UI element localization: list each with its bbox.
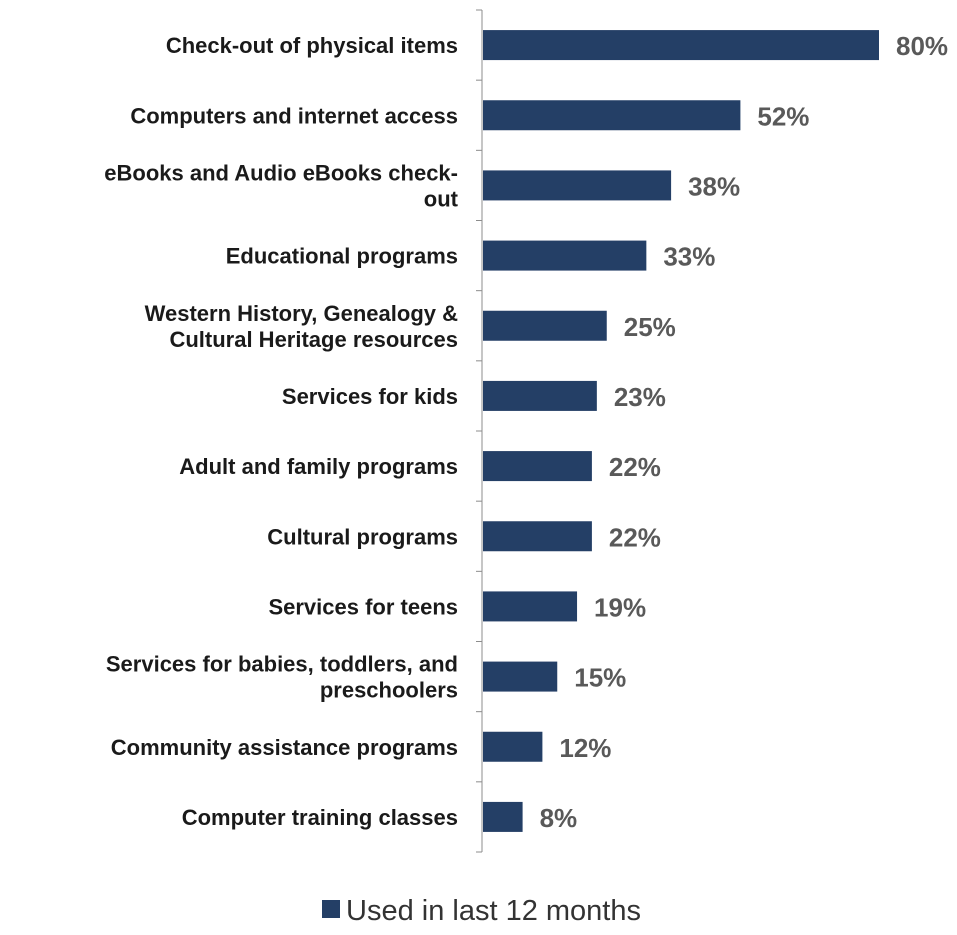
category-label-line: Services for babies, toddlers, and [106,652,458,677]
category-label-line: out [424,186,459,211]
category-label-line: Computer training classes [182,805,458,830]
data-label: 8% [540,803,578,833]
category-label: Adult and family programs [179,454,458,479]
category-label: Western History, Genealogy & Cultural Her… [145,301,458,352]
bar [483,731,543,762]
category-axis [476,9,483,853]
category-label: Computers and internet access [130,103,458,128]
data-label: 80% [896,31,948,61]
category-label: Check-out of physical items [166,33,458,58]
bar [483,100,741,131]
bar [483,661,558,692]
data-label: 15% [574,663,626,693]
data-label: 19% [594,592,646,622]
bar [483,310,607,341]
category-label-line: Adult and family programs [179,454,458,479]
category-label-line: Cultural programs [267,524,458,549]
bar [483,591,578,622]
bar [483,240,647,271]
category-label-line: Check-out of physical items [166,33,458,58]
data-label: 38% [688,171,740,201]
legend-swatch [322,900,340,918]
value-labels: 80% 52% 38% 33% 25% 23% 22% 22% 19% 15% 12% 8% [540,31,948,833]
category-label-line: Services for kids [282,384,458,409]
category-label: Educational programs [226,244,458,269]
category-label-line: Services for teens [268,594,458,619]
bar [483,521,592,552]
category-label: Cultural programs [267,524,458,549]
category-label-line: Western History, Genealogy & [145,301,458,326]
data-label: 12% [559,733,611,763]
category-label: Community assistance programs [111,735,458,760]
data-label: 22% [609,452,661,482]
category-label: eBooks and Audio eBooks check-out [104,160,458,211]
category-label-line: eBooks and Audio eBooks check- [104,160,458,185]
data-label: 23% [614,382,666,412]
bar [483,30,879,61]
category-label-line: Cultural Heritage resources [169,327,458,352]
category-labels: Check-out of physical items Computers and… [104,33,458,830]
bar [483,451,592,482]
data-label: 52% [757,101,809,131]
bar [483,170,672,201]
bars [483,30,879,832]
category-label: Services for kids [282,384,458,409]
legend: Used in last 12 months [322,895,641,927]
bar [483,380,597,411]
data-label: 22% [609,522,661,552]
category-label: Services for teens [268,594,458,619]
data-label: 33% [663,242,715,272]
bar [483,801,523,832]
category-label: Services for babies, toddlers, and presch… [106,652,458,703]
category-label-line: Educational programs [226,244,458,269]
category-label-line: Computers and internet access [130,103,458,128]
category-label: Computer training classes [182,805,458,830]
legend-label: Used in last 12 months [346,895,641,927]
data-label: 25% [624,312,676,342]
category-label-line: Community assistance programs [111,735,458,760]
category-label-line: preschoolers [320,678,458,703]
